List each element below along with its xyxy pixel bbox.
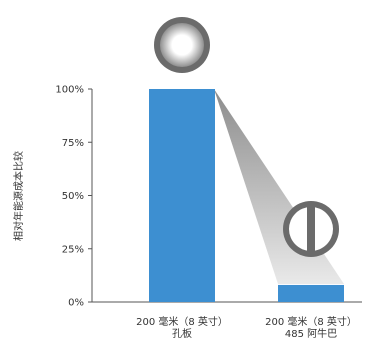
x-category-label-line: 485 阿牛巴 [285, 327, 337, 340]
comparison-beam [214, 89, 344, 284]
y-tick-label: 0% [68, 298, 84, 309]
y-axis-label: 相对年能源成本比较 [12, 151, 25, 241]
y-tick-label: 75% [62, 138, 84, 149]
bar-2 [278, 284, 344, 302]
orifice-plate-icon [154, 17, 210, 73]
x-category-label-line: 孔板 [172, 327, 192, 340]
bars [149, 89, 344, 302]
y-ticks: 0% 25% 50% 75% 100% [55, 85, 92, 309]
y-tick-label: 100% [55, 85, 84, 96]
bar-1 [149, 89, 215, 302]
x-category-label-line: 200 毫米（8 英寸） [265, 315, 357, 328]
x-category-label-line: 200 毫米（8 英寸） [136, 315, 228, 328]
y-tick-label: 25% [62, 244, 84, 255]
y-tick-label: 50% [62, 191, 84, 202]
annubar-icon [283, 201, 339, 257]
